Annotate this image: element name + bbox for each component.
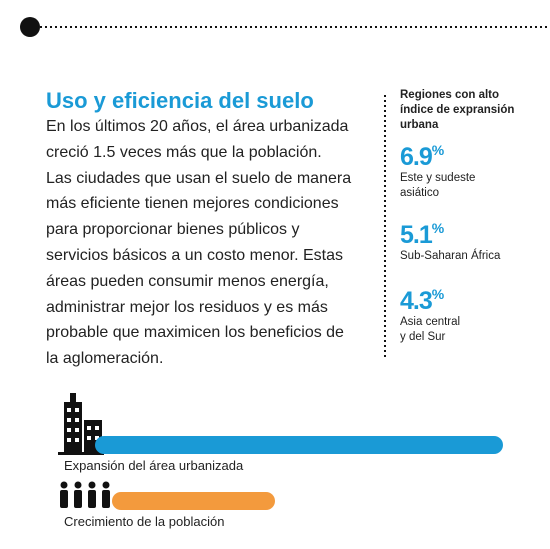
sidebar-heading: Regiones con alto bbox=[400, 89, 500, 101]
stat-label: Asia central bbox=[400, 316, 461, 328]
stat-label: y del Sur bbox=[400, 331, 446, 343]
dot bbox=[20, 17, 40, 37]
stat-unit: % bbox=[431, 142, 445, 158]
text-line: probable que maximicen los beneficios de bbox=[46, 324, 344, 342]
sidebar-heading: urbana bbox=[400, 119, 439, 131]
text-line: áreas pueden consumir menos energía, bbox=[46, 272, 329, 290]
urban-bar bbox=[95, 436, 503, 454]
stat-value: 6.9% bbox=[400, 142, 444, 172]
sidebar-heading: índice de expransión bbox=[400, 104, 515, 116]
people-icon bbox=[60, 481, 110, 508]
stat-value: 4.3% bbox=[400, 286, 444, 316]
stat-label: Sub-Saharan África bbox=[400, 250, 501, 262]
text-line: la aglomeración. bbox=[46, 350, 164, 368]
text-line: creció 1.5 veces más que la población. bbox=[46, 143, 322, 161]
text-line: más eficiente tienen mejores condiciones bbox=[46, 195, 339, 213]
text-line: administrar mejor los residuos y es más bbox=[46, 298, 328, 316]
stat-value: 5.1% bbox=[400, 220, 444, 250]
bar-label: Expansión del área urbanizada bbox=[64, 458, 244, 473]
stat-number: 5.1 bbox=[400, 221, 433, 249]
population-bar bbox=[112, 492, 275, 510]
stat-unit: % bbox=[431, 286, 445, 302]
stat-label: Este y sudeste bbox=[400, 172, 476, 184]
stat-label: asiático bbox=[400, 187, 439, 199]
stat-number: 6.9 bbox=[400, 143, 433, 171]
text-line: servicios básicos a un costo menor. Esta… bbox=[46, 247, 344, 264]
stat-number: 4.3 bbox=[400, 287, 433, 315]
title: Uso y eficiencia del suelo bbox=[46, 88, 314, 113]
text-line: Las ciudades que usan el suelo de manera bbox=[46, 169, 352, 187]
text-line: En los últimos 20 años, el área urbaniza… bbox=[46, 118, 349, 135]
bar-label: Crecimiento de la población bbox=[64, 514, 225, 529]
stat-unit: % bbox=[431, 220, 445, 236]
text-line: para proporcionar bienes públicos y bbox=[46, 221, 300, 239]
